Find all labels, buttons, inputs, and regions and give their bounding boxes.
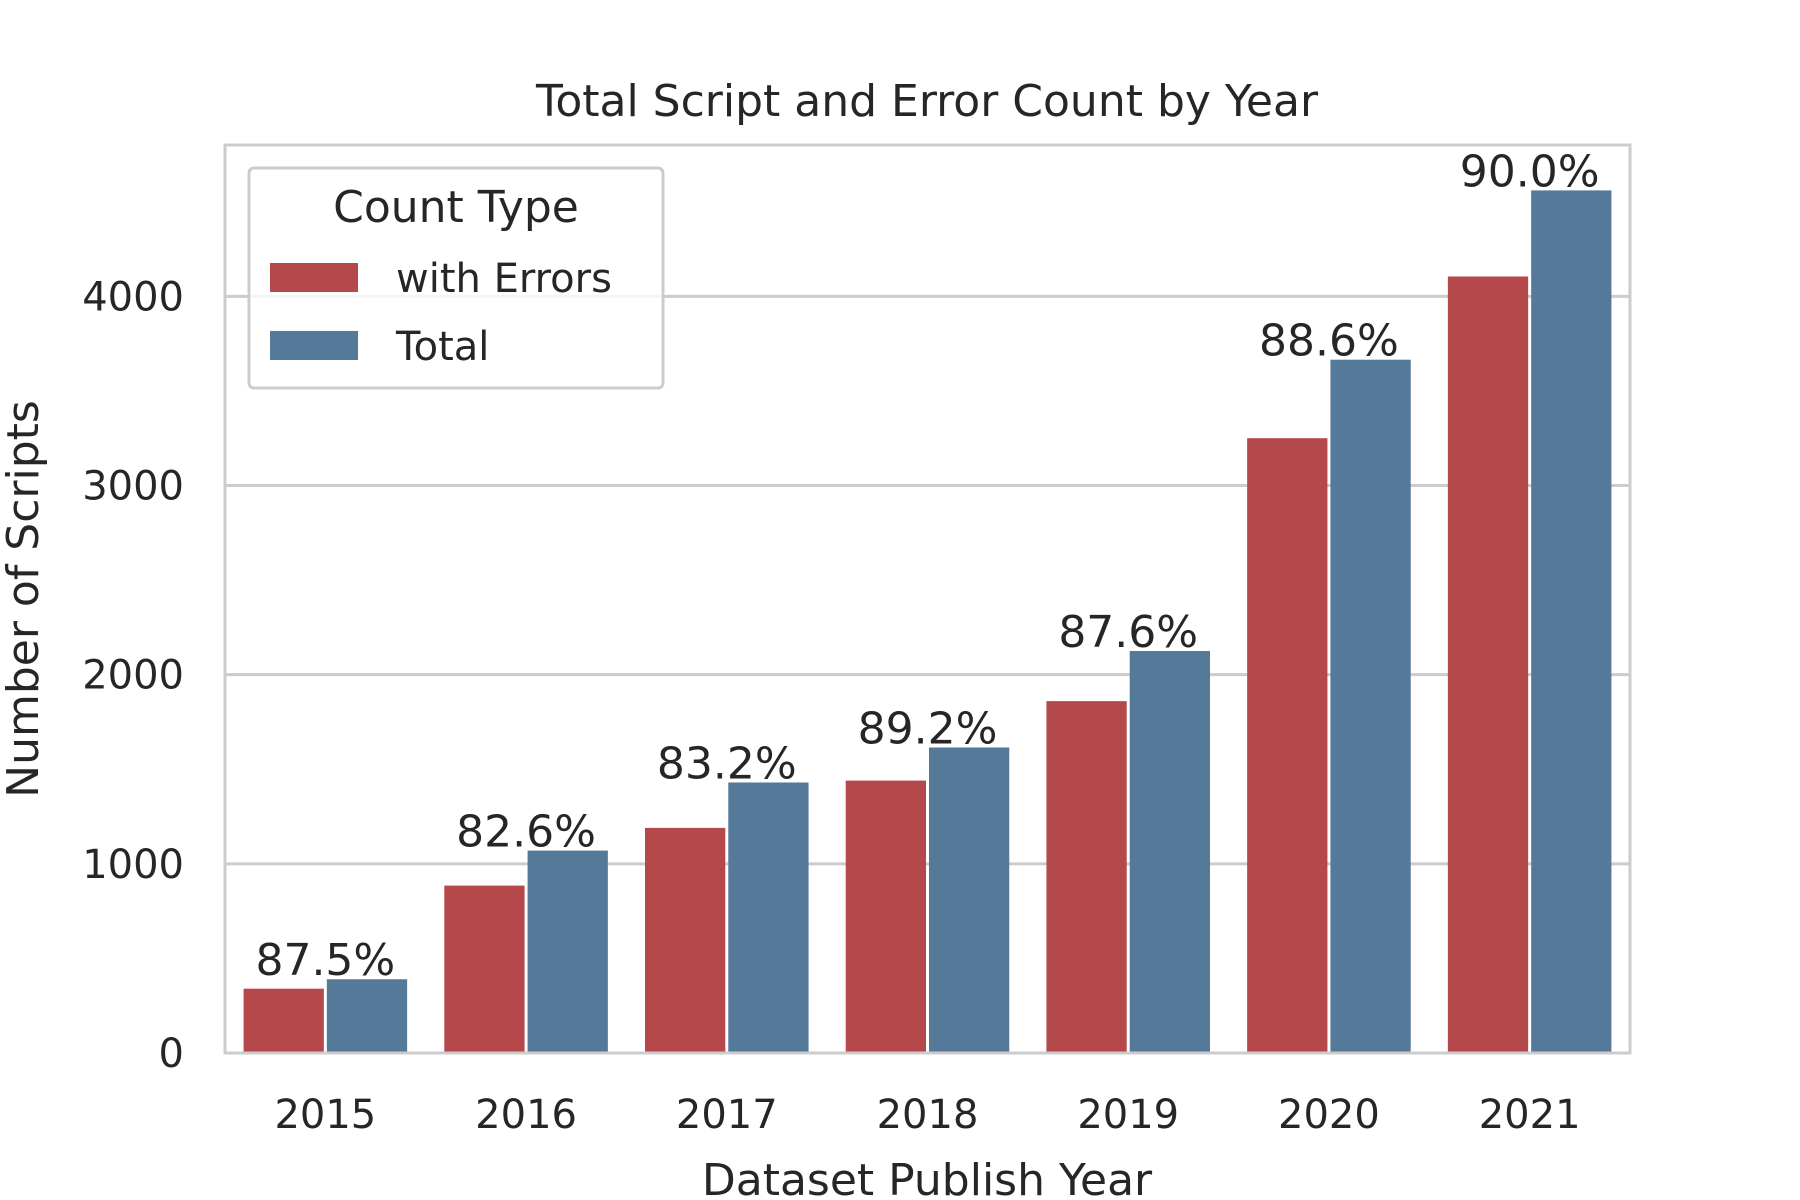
bar-total-2018 (929, 747, 1010, 1053)
legend-label-total: Total (395, 324, 489, 370)
bar-label-2016: 82.6% (456, 807, 596, 858)
bar-total-2019 (1129, 651, 1210, 1053)
y-tick-label: 3000 (82, 464, 184, 510)
bar-total-2017 (728, 782, 809, 1053)
bar-with-errors-2020 (1247, 438, 1328, 1053)
bar-label-2021: 90.0% (1460, 146, 1600, 197)
bar-with-errors-2018 (845, 780, 926, 1053)
x-tick-label: 2016 (475, 1092, 577, 1138)
bar-with-errors-2016 (444, 885, 525, 1053)
y-tick-label: 1000 (82, 842, 184, 888)
x-axis-label: Dataset Publish Year (702, 1155, 1153, 1200)
y-tick-label: 0 (159, 1031, 184, 1077)
bar-total-2021 (1531, 190, 1612, 1053)
y-axis-label: Number of Scripts (0, 400, 49, 798)
legend-title: Count Type (333, 182, 579, 233)
bar-with-errors-2021 (1447, 276, 1529, 1053)
legend-swatch-total (270, 331, 358, 360)
x-tick-label: 2018 (877, 1092, 979, 1138)
bar-total-2016 (527, 850, 608, 1053)
x-tick-labels: 2015 2016 2017 2018 2019 2020 2021 (274, 1092, 1580, 1138)
bars (243, 190, 1612, 1053)
x-tick-label: 2017 (676, 1092, 778, 1138)
bar-label-2019: 87.6% (1058, 607, 1198, 658)
x-tick-label: 2015 (274, 1092, 376, 1138)
y-tick-label: 4000 (82, 274, 184, 320)
bar-with-errors-2015 (243, 988, 324, 1053)
x-tick-label: 2019 (1077, 1092, 1179, 1138)
bar-labels: 87.5% 82.6% 83.2% 89.2% 87.6% 88.6% 90.0% (255, 146, 1599, 986)
legend-label-with-errors: with Errors (396, 256, 612, 302)
legend: Count Type with Errors Total (247, 166, 665, 390)
bar-total-2020 (1330, 359, 1411, 1053)
bar-label-2015: 87.5% (255, 935, 395, 986)
bar-total-2015 (326, 979, 408, 1053)
legend-swatch-with-errors (270, 263, 358, 292)
y-tick-labels: 0 1000 2000 3000 4000 (82, 274, 184, 1077)
chart-title: Total Script and Error Count by Year (535, 76, 1319, 127)
plot-frame (223, 143, 1632, 1055)
x-tick-label: 2020 (1278, 1092, 1380, 1138)
bar-label-2017: 83.2% (657, 738, 797, 789)
bar-with-errors-2019 (1046, 701, 1127, 1053)
bar-label-2020: 88.6% (1259, 316, 1399, 367)
bar-with-errors-2017 (645, 827, 726, 1053)
y-tick-label: 2000 (82, 653, 184, 699)
x-tick-label: 2021 (1479, 1092, 1581, 1138)
bar-label-2018: 89.2% (858, 703, 998, 754)
